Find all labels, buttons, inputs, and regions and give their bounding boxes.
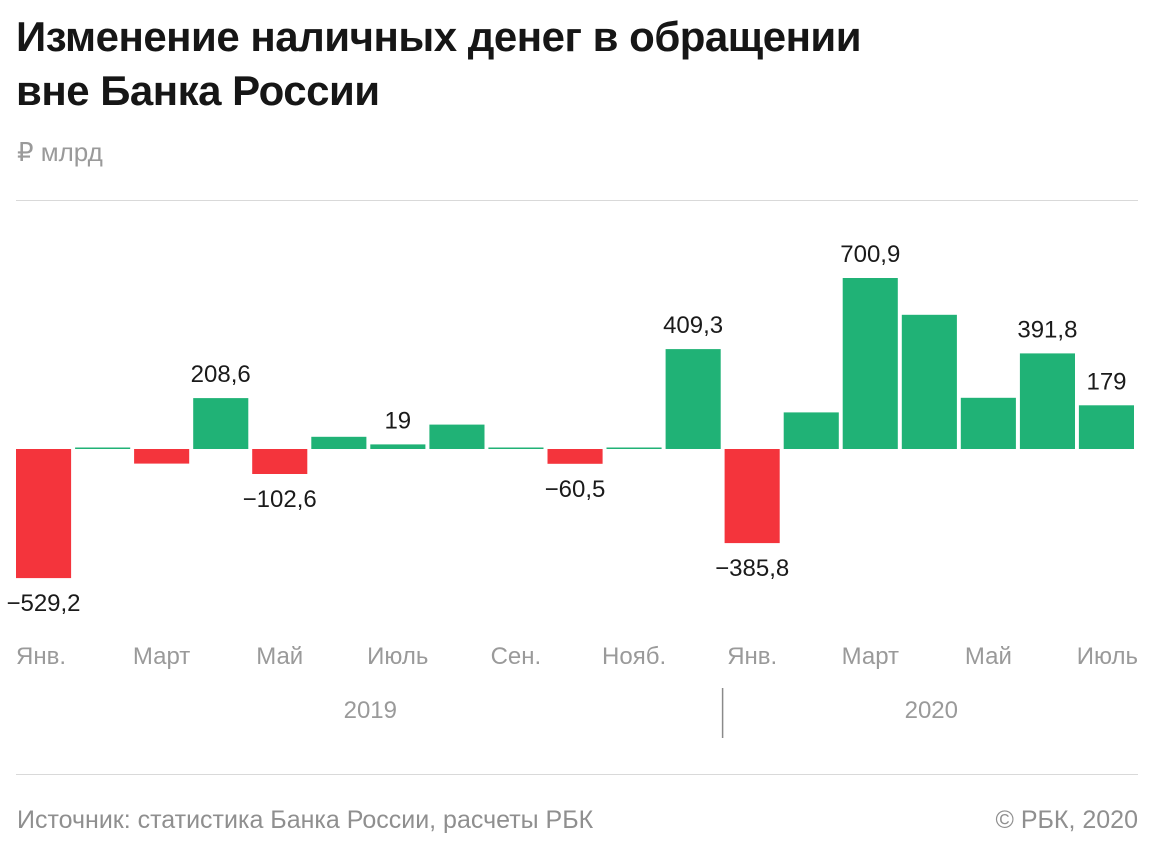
bar [960, 397, 1016, 449]
x-tick-label: Сен. [491, 643, 542, 670]
bar [547, 449, 603, 464]
bar [1019, 353, 1075, 449]
bar [311, 436, 367, 449]
bar [193, 398, 249, 449]
bar [1078, 405, 1134, 449]
bar [783, 412, 839, 449]
bar-chart: −529,2 Янв. Март 208,6 −102,6 Май 19 Июль Сен. −6… [6, 241, 1138, 738]
bar [901, 314, 957, 449]
data-label: −102,6 [243, 486, 317, 513]
bar [16, 449, 72, 579]
x-tick-label: Янв. [16, 643, 66, 670]
chart-title-line-1: Изменение наличных денег в обращении [16, 13, 862, 60]
unit-label: ₽ млрд [17, 137, 103, 167]
data-label: 208,6 [191, 361, 251, 388]
data-label: −529,2 [6, 590, 80, 617]
bar [665, 349, 721, 449]
data-label: 391,8 [1017, 316, 1077, 343]
data-label: −60,5 [545, 476, 606, 503]
x-tick-label: Март [842, 643, 899, 670]
year-label: 2020 [905, 697, 958, 724]
bar [134, 449, 190, 464]
bar [488, 447, 544, 449]
bar [75, 447, 131, 449]
x-tick-label: Май [965, 643, 1012, 670]
year-label: 2019 [344, 697, 397, 724]
bar [370, 444, 426, 449]
data-label: −385,8 [715, 555, 789, 582]
bar [252, 449, 308, 474]
x-tick-label: Март [133, 643, 190, 670]
x-tick-label: Июль [367, 643, 428, 670]
bar [842, 278, 898, 449]
source-note: Источник: статистика Банка России, расче… [17, 806, 594, 834]
top-divider [16, 200, 1138, 201]
bottom-divider [16, 774, 1138, 775]
x-tick-label: Май [256, 643, 303, 670]
copyright-note: © РБК, 2020 [995, 806, 1138, 834]
x-tick-label: Нояб. [602, 643, 666, 670]
bar [429, 424, 485, 449]
data-label: 179 [1086, 368, 1126, 395]
data-label: 19 [384, 407, 411, 434]
chart-title-line-2: вне Банка России [16, 67, 380, 114]
bar [606, 447, 662, 449]
bar [724, 449, 780, 544]
chart-title: Изменение наличных денег в обращении вне… [16, 10, 1136, 118]
x-tick-label: Июль [1077, 643, 1138, 670]
data-label: 700,9 [840, 241, 900, 268]
x-tick-label: Янв. [727, 643, 777, 670]
data-label: 409,3 [663, 312, 723, 339]
